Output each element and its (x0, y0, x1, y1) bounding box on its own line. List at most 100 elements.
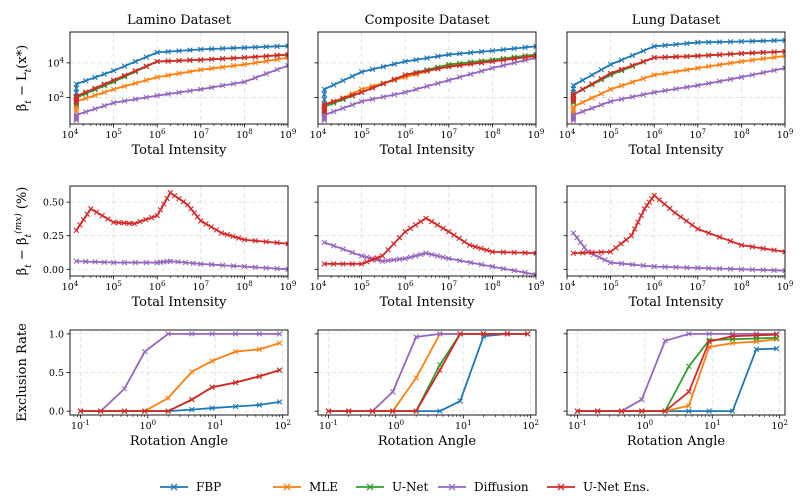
data-point (154, 49, 160, 56)
data-point (364, 259, 370, 265)
data-point (121, 72, 128, 79)
legend-marker (170, 483, 178, 491)
data-point (116, 219, 122, 226)
data-point (208, 224, 214, 230)
data-point (256, 346, 263, 353)
axes-frame (69, 185, 289, 277)
data-point (577, 239, 584, 246)
data-point (435, 65, 441, 72)
data-point (358, 98, 365, 105)
data-point (235, 235, 242, 241)
data-point (749, 57, 756, 63)
data-point (208, 56, 215, 63)
data-point (662, 42, 668, 49)
data-point (105, 216, 111, 222)
data-point (456, 74, 463, 80)
series-u-net-ens- (73, 189, 288, 247)
data-point (437, 367, 443, 373)
legend-marker (366, 483, 374, 491)
data-point (629, 261, 636, 268)
chart-panel-2-2: 104 105 106 107 108 109 Total Intensity (310, 185, 544, 310)
data-point (396, 234, 403, 241)
data-point (607, 61, 614, 68)
series-line (328, 332, 528, 413)
data-point (321, 239, 328, 246)
data-point (640, 262, 647, 269)
data-point (256, 331, 263, 337)
legend-label: Diffusion (474, 480, 529, 494)
data-point (190, 260, 196, 267)
data-point (524, 331, 531, 337)
x-tick-label: 105 (353, 128, 370, 141)
data-point (618, 96, 625, 102)
data-point (522, 269, 528, 276)
data-point (638, 396, 645, 403)
data-point (695, 53, 701, 59)
data-point (358, 69, 365, 75)
data-point (349, 102, 356, 108)
chart-title: Lamino Dataset (127, 13, 232, 28)
data-point (489, 65, 496, 71)
data-point (203, 221, 209, 227)
x-tick-label: 105 (105, 128, 122, 141)
data-point (176, 48, 182, 54)
y-axis-label: βt − Lt(x*) (15, 45, 34, 112)
data-point (480, 331, 487, 337)
data-point (208, 65, 215, 72)
x-tick-label: 102 (522, 419, 539, 432)
data-point (402, 72, 408, 78)
data-point (274, 239, 280, 246)
data-point (143, 94, 150, 101)
data-point (511, 55, 517, 62)
data-point (241, 61, 248, 68)
legend-marker (283, 483, 291, 491)
data-point (570, 230, 577, 236)
data-point (638, 408, 645, 414)
chart-panel-1-2: 104 105 106 107 108 109 Composite Dataset Total… (310, 13, 545, 158)
data-point (727, 38, 734, 45)
axes-frame (69, 31, 289, 125)
data-point (631, 226, 638, 232)
x-tick-label: 105 (105, 280, 122, 293)
data-point (232, 379, 239, 386)
data-point (180, 198, 187, 205)
data-point (396, 256, 403, 262)
series-u-net-ens- (73, 51, 288, 106)
data-point (402, 255, 408, 262)
data-point (358, 253, 365, 259)
data-point (782, 249, 785, 255)
data-point (461, 238, 468, 245)
data-point (175, 259, 181, 265)
data-point (782, 53, 785, 59)
data-point (143, 77, 150, 83)
data-point (689, 222, 695, 228)
data-point (154, 74, 160, 80)
data-point (148, 214, 155, 221)
chart-title: Composite Dataset (365, 13, 491, 28)
data-point (457, 331, 463, 337)
data-point (533, 250, 536, 256)
data-point (456, 50, 463, 57)
data-point (472, 243, 479, 250)
data-point (165, 395, 171, 401)
legend-label: U-Net Ens. (583, 480, 650, 494)
data-point (263, 238, 269, 245)
data-point (230, 233, 236, 240)
data-point (581, 244, 587, 250)
data-point (434, 222, 441, 228)
data-point (413, 408, 419, 414)
data-point (640, 48, 647, 54)
data-point (230, 45, 237, 51)
data-point (256, 373, 263, 380)
data-point (321, 103, 328, 110)
series-line (328, 332, 528, 413)
data-point (379, 253, 386, 259)
x-tick-label: 105 (353, 280, 370, 293)
data-point (771, 37, 777, 44)
data-point (640, 75, 647, 82)
data-point (285, 43, 288, 49)
data-point (167, 189, 174, 196)
data-point (574, 408, 581, 414)
data-point (413, 334, 419, 340)
